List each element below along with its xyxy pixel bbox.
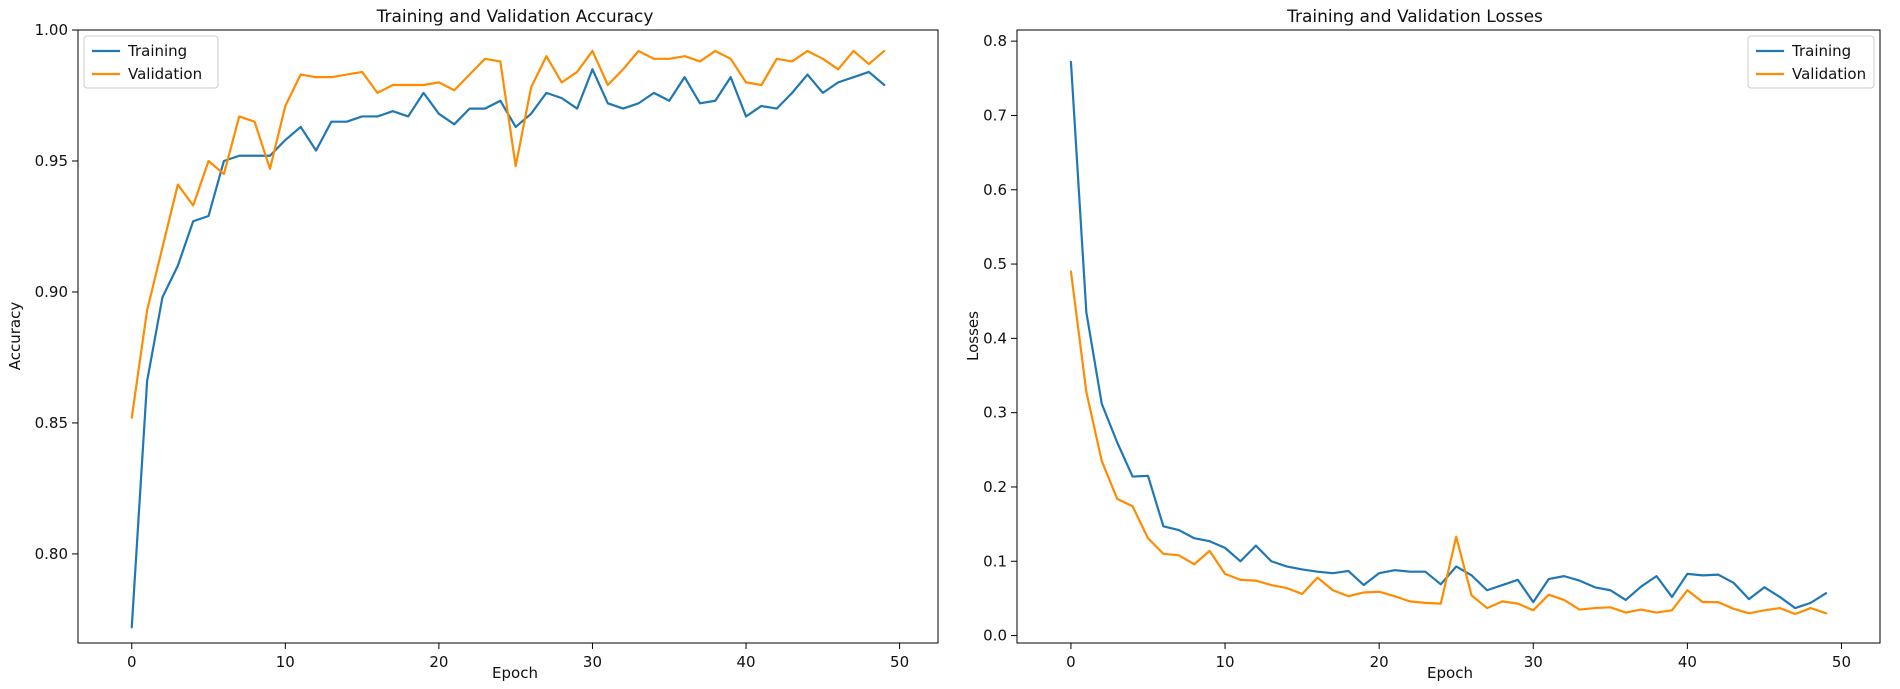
accuracy-legend-training: Training — [127, 42, 187, 60]
losses-y-ticks: 0.0 0.1 0.2 0.3 0.4 0.5 0.6 0.7 0.8 — [983, 32, 1017, 645]
accuracy-y-tick-label: 1.00 — [35, 21, 68, 39]
losses-y-tick-label: 0.8 — [983, 32, 1007, 50]
losses-legend: Training Validation — [1747, 35, 1875, 89]
accuracy-chart-title: Training and Validation Accuracy — [376, 7, 654, 27]
accuracy-x-tick-label: 0 — [127, 653, 137, 671]
losses-y-tick-label: 0.6 — [983, 181, 1007, 199]
accuracy-x-tick-label: 10 — [276, 653, 295, 671]
losses-x-ticks: 0 10 20 30 40 50 — [1066, 643, 1851, 671]
losses-series-training-line — [1069, 60, 1828, 610]
accuracy-series-training-line — [130, 68, 886, 629]
losses-series — [1069, 60, 1828, 616]
losses-plot-frame — [1016, 29, 1881, 644]
losses-y-tick-label: 0.4 — [983, 329, 1007, 347]
accuracy-chart: Training and Validation Accuracy 0.800.8… — [6, 7, 939, 682]
accuracy-x-label: Epoch — [492, 664, 538, 682]
losses-x-tick-label: 30 — [1524, 653, 1543, 671]
accuracy-y-tick-label: 0.85 — [35, 414, 68, 432]
losses-x-tick-label: 0 — [1066, 653, 1076, 671]
losses-series-validation-line — [1069, 270, 1828, 616]
accuracy-y-tick-label: 0.90 — [35, 283, 68, 301]
accuracy-x-ticks: 0 10 20 30 40 50 — [127, 643, 909, 671]
accuracy-series — [130, 49, 886, 629]
losses-y-tick-label: 0.5 — [983, 255, 1007, 273]
losses-x-tick-label: 20 — [1370, 653, 1389, 671]
losses-x-tick-label: 10 — [1215, 653, 1234, 671]
losses-y-tick-label: 0.1 — [983, 552, 1007, 570]
accuracy-series-validation-line — [130, 49, 886, 419]
accuracy-x-tick-label: 40 — [736, 653, 755, 671]
accuracy-y-ticks: 0.80 0.85 0.90 0.95 1.00 — [35, 21, 78, 563]
losses-chart-title: Training and Validation Losses — [1286, 7, 1543, 27]
losses-x-tick-label: 50 — [1832, 653, 1851, 671]
losses-chart: Training and Validation Losses 0.0 0.1 0.2… — [964, 7, 1881, 682]
accuracy-x-tick-label: 50 — [890, 653, 909, 671]
losses-x-tick-label: 40 — [1678, 653, 1697, 671]
losses-y-tick-label: 0.7 — [983, 106, 1007, 124]
losses-x-label: Epoch — [1427, 664, 1473, 682]
accuracy-legend: Training Validation — [83, 35, 219, 89]
accuracy-y-label: Accuracy — [6, 302, 24, 371]
losses-y-tick-label: 0.0 — [983, 627, 1007, 645]
accuracy-y-tick-label: 0.95 — [35, 152, 68, 170]
losses-legend-training: Training — [1791, 42, 1851, 60]
losses-y-tick-label: 0.3 — [983, 404, 1007, 422]
accuracy-x-tick-label: 30 — [583, 653, 602, 671]
losses-legend-validation: Validation — [1792, 65, 1866, 83]
losses-y-tick-label: 0.2 — [983, 478, 1007, 496]
accuracy-y-tick-label: 0.80 — [35, 545, 68, 563]
accuracy-legend-validation: Validation — [128, 65, 202, 83]
accuracy-plot-frame — [77, 29, 939, 644]
losses-y-label: Losses — [964, 311, 982, 361]
accuracy-x-tick-label: 20 — [429, 653, 448, 671]
